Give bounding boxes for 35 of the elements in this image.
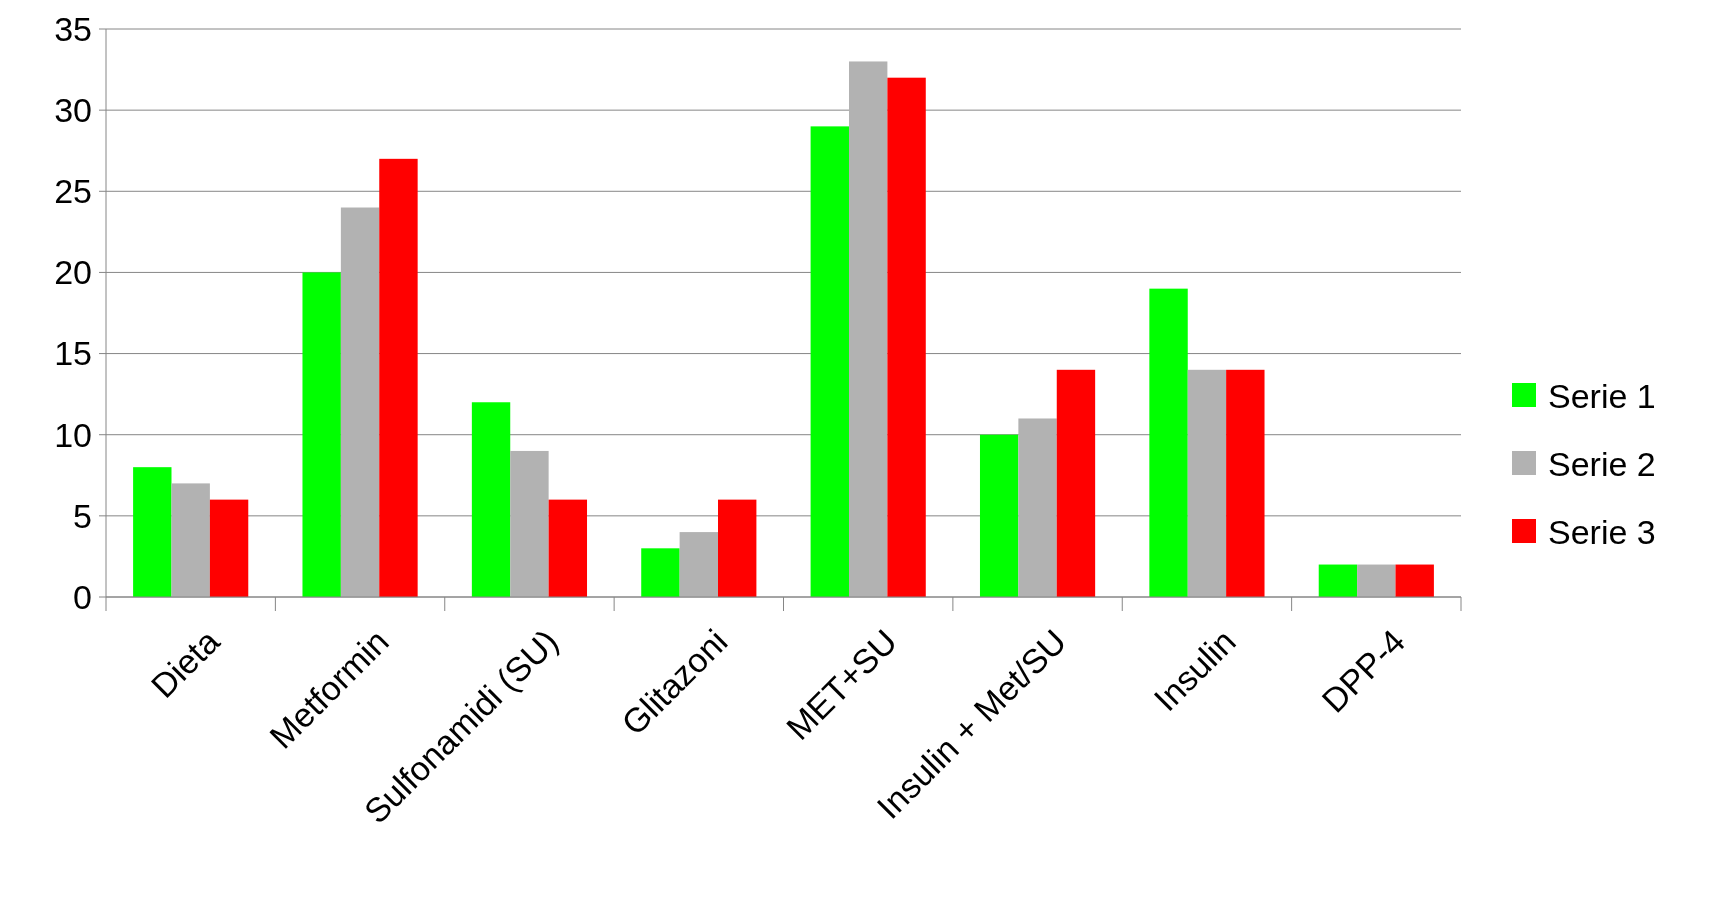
bar xyxy=(302,272,341,597)
bar xyxy=(379,158,418,597)
y-tick-label: 5 xyxy=(73,496,92,535)
bar xyxy=(209,499,249,597)
bar xyxy=(718,499,757,597)
y-tick-label: 0 xyxy=(73,577,92,616)
bar xyxy=(1357,564,1396,597)
bar xyxy=(1226,369,1265,597)
bar xyxy=(1187,369,1227,597)
bar xyxy=(133,467,172,597)
bar xyxy=(1149,288,1188,597)
legend-label: Serie 3 xyxy=(1548,512,1656,551)
bar xyxy=(1395,564,1434,597)
bar xyxy=(979,434,1019,597)
y-tick-label: 15 xyxy=(54,334,92,373)
legend-label: Serie 1 xyxy=(1548,376,1656,415)
y-tick-label: 10 xyxy=(54,415,92,454)
y-tick-label: 35 xyxy=(54,9,92,48)
bar xyxy=(848,61,888,597)
bar xyxy=(510,450,549,597)
bar xyxy=(340,207,380,597)
bar xyxy=(171,483,210,597)
y-tick-label: 20 xyxy=(54,253,92,292)
bar xyxy=(887,77,926,597)
bar xyxy=(1318,564,1358,597)
bar xyxy=(679,532,719,597)
y-tick-label: 30 xyxy=(54,91,92,130)
bar xyxy=(548,499,588,597)
bar xyxy=(641,548,680,597)
y-tick-label: 25 xyxy=(54,172,92,211)
legend-label: Serie 2 xyxy=(1548,444,1656,483)
bar xyxy=(810,126,849,597)
bar xyxy=(1056,369,1096,597)
bar xyxy=(1018,418,1057,597)
bar xyxy=(471,402,511,597)
